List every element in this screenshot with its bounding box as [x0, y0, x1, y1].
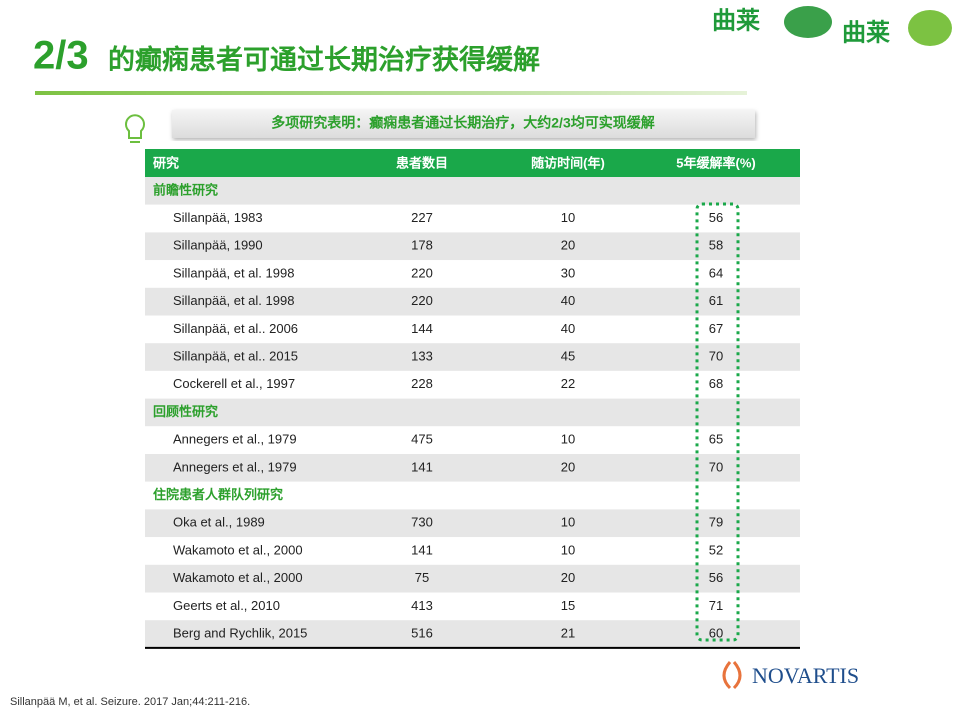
row-bg [145, 426, 800, 454]
cell: 75 [415, 570, 429, 585]
header-cell: 研究 [153, 155, 179, 170]
section-title: 住院患者人群队列研究 [153, 487, 283, 502]
cell: 71 [709, 598, 723, 613]
cell: 52 [709, 542, 723, 557]
callout-box [172, 110, 755, 138]
cell: 141 [411, 542, 433, 557]
cell: Annegers et al., 1979 [173, 432, 297, 447]
table-header [145, 149, 800, 177]
cell: 70 [709, 348, 723, 363]
cell: 40 [561, 321, 575, 336]
cell: 15 [561, 598, 575, 613]
cell: Cockerell et al., 1997 [173, 376, 295, 391]
cell: 40 [561, 293, 575, 308]
cell: 730 [411, 515, 433, 530]
header-cell: 随访时间(年) [531, 155, 605, 170]
cell: Sillanpää, 1983 [173, 210, 263, 225]
cell: 61 [709, 293, 723, 308]
cell: Berg and Rychlik, 2015 [173, 625, 307, 640]
footnote: Sillanpää M, et al. Seizure. 2017 Jan;44… [10, 696, 250, 708]
cell: Sillanpää, et al.. 2006 [173, 321, 298, 336]
cell: 20 [561, 459, 575, 474]
cell: 413 [411, 598, 433, 613]
cell: 475 [411, 432, 433, 447]
brand-logo: 曲莱 [842, 19, 890, 46]
cell: 79 [709, 515, 723, 530]
row-bg [145, 232, 800, 261]
highlight-box [695, 202, 740, 642]
cell: Sillanpää, et al.. 2015 [173, 348, 298, 363]
header-cell: 患者数目 [396, 155, 448, 170]
cell: Sillanpää, et al. 1998 [173, 265, 294, 280]
cell: 10 [561, 210, 575, 225]
row-bg [145, 177, 800, 205]
row-bg [145, 620, 800, 648]
cell: 58 [709, 238, 723, 253]
row-bg [145, 260, 800, 288]
mascot [908, 10, 952, 46]
header-cell: 5年缓解率(%) [676, 155, 755, 170]
cell: 21 [561, 625, 575, 640]
novartis-logo [722, 661, 742, 690]
cell: 220 [411, 293, 433, 308]
row-bg [145, 509, 800, 538]
row-bg [145, 564, 800, 593]
row-bg [145, 537, 800, 565]
section-title: 前瞻性研究 [153, 182, 218, 197]
brand-logo: 曲莱 [712, 7, 760, 34]
cell: 20 [561, 238, 575, 253]
cell: 22 [561, 376, 575, 391]
row-bg [145, 315, 800, 344]
cell: Sillanpää, et al. 1998 [173, 293, 294, 308]
cell: 227 [411, 210, 433, 225]
row-bg [145, 204, 800, 233]
section-title: 回顾性研究 [153, 404, 218, 419]
lightbulb-icon [125, 114, 145, 143]
row-bg [145, 287, 800, 316]
cell: Wakamoto et al., 2000 [173, 570, 303, 585]
title-text: 的癫痫患者可通过长期治疗获得缓解 [108, 44, 540, 75]
company-logo: NOVARTIS [752, 663, 859, 688]
row-bg [145, 481, 800, 510]
cell: 56 [709, 570, 723, 585]
title-underline [35, 91, 747, 95]
cell: 516 [411, 625, 433, 640]
cell: 68 [709, 376, 723, 391]
row-bg [145, 370, 800, 399]
row-bg [145, 398, 800, 427]
cell: Annegers et al., 1979 [173, 459, 297, 474]
cell: 65 [709, 432, 723, 447]
row-bg [145, 343, 800, 371]
cell: Wakamoto et al., 2000 [173, 542, 303, 557]
cell: 56 [709, 210, 723, 225]
logo-icon [784, 6, 832, 38]
row-bg [145, 592, 800, 621]
cell: 228 [411, 376, 433, 391]
cell: 30 [561, 265, 575, 280]
row-bg [145, 454, 800, 482]
cell: 67 [709, 321, 723, 336]
callout-text: 多项研究表明：癫痫患者通过长期治疗，大约2/3均可实现缓解 [271, 115, 654, 131]
cell: 141 [411, 459, 433, 474]
cell: 10 [561, 542, 575, 557]
cell: 10 [561, 515, 575, 530]
cell: 10 [561, 432, 575, 447]
cell: 220 [411, 265, 433, 280]
cell: 60 [709, 625, 723, 640]
cell: Geerts et al., 2010 [173, 598, 280, 613]
table: 研究 患者数目 随访时间(年) 5年缓解率(%) 前瞻性研究 Sillanpää, 198… [145, 149, 800, 649]
cell: 144 [411, 321, 433, 336]
cell: 133 [411, 348, 433, 363]
title-number: 2/3 [33, 34, 89, 78]
cell: 45 [561, 348, 575, 363]
cell: Oka et al., 1989 [173, 515, 265, 530]
cell: 178 [411, 238, 433, 253]
cell: Sillanpää, 1990 [173, 238, 263, 253]
cell: 70 [709, 459, 723, 474]
cell: 64 [709, 265, 723, 280]
cell: 20 [561, 570, 575, 585]
